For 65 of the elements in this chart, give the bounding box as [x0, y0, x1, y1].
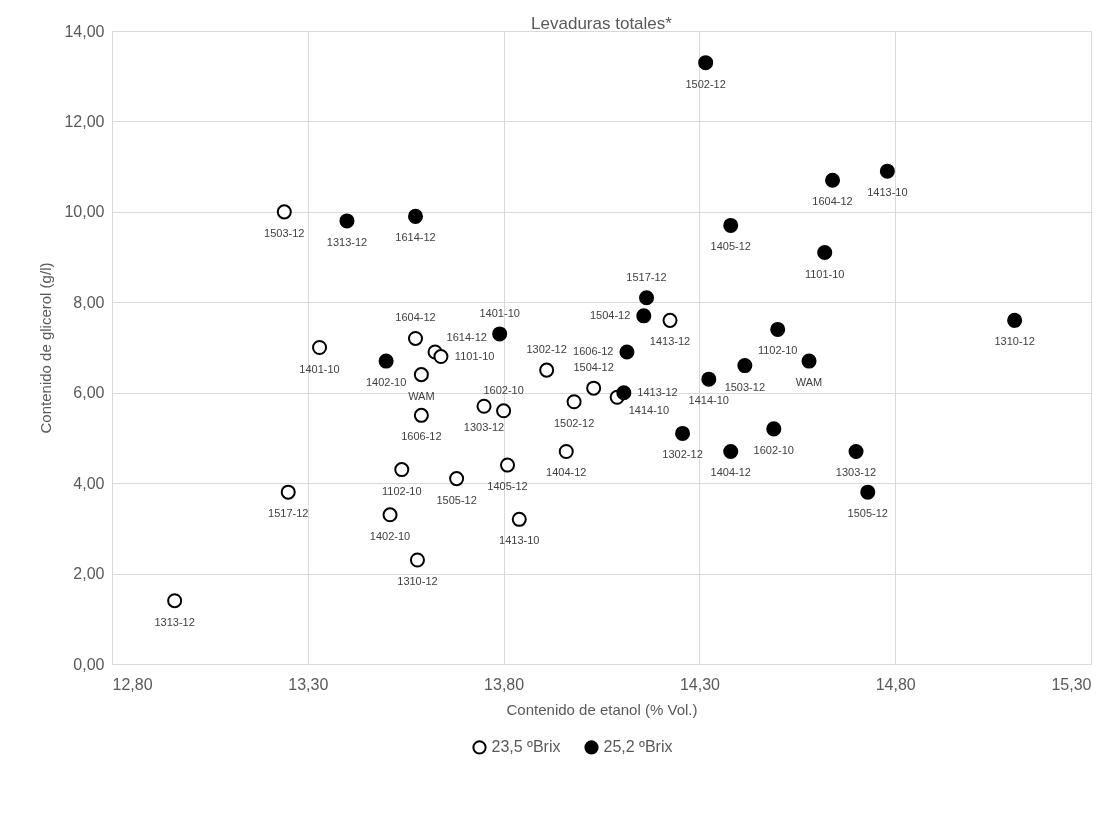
x-tick-label: 13,80	[484, 675, 525, 693]
data-label: 1402-10	[369, 529, 411, 542]
data-label: 1413-10	[499, 534, 540, 547]
x-axis-title: Contenido de etanol (% Vol.)	[506, 700, 698, 718]
y-tick-label: 4,00	[73, 474, 105, 492]
x-tick-label: 14,80	[875, 675, 916, 693]
data-label: 1414-10	[628, 404, 670, 417]
legend-label: 25,2 ºBrix	[603, 738, 673, 756]
data-label: 1502-12	[553, 416, 595, 429]
data-label: 1504-12	[573, 361, 614, 374]
data-label: 1310-12	[397, 575, 438, 588]
data-label: 1405-12	[710, 240, 751, 253]
data-label: 1517-12	[268, 507, 309, 520]
x-tick-label: 15,30	[1051, 675, 1092, 693]
data-label: 1405-12	[487, 480, 528, 493]
data-label: WAM	[408, 389, 435, 402]
data-label: 1413-12	[649, 335, 691, 348]
data-label: 1604-12	[812, 195, 853, 208]
data-label: 1602-10	[753, 443, 794, 456]
y-tick-label: 6,00	[73, 384, 105, 402]
y-tick-label: 2,00	[73, 565, 105, 583]
data-label: 1614-12	[446, 331, 487, 344]
data-label: 1504-12	[589, 308, 631, 321]
data-label: 1101-10	[454, 349, 495, 362]
data-label: 1505-12	[847, 507, 888, 520]
data-label: 1503-12	[264, 226, 305, 239]
y-tick-label: 14,00	[64, 22, 105, 40]
data-label: 1310-12	[994, 335, 1035, 348]
data-label: 1401-10	[299, 362, 340, 375]
x-tick-label: 12,80	[112, 675, 153, 693]
data-label: 1101-10	[804, 267, 845, 280]
y-tick-label: 0,00	[73, 655, 105, 673]
y-tick-label: 10,00	[64, 203, 105, 221]
data-label: 1606-12	[401, 430, 442, 443]
data-label: 1606-12	[573, 345, 614, 358]
data-label: WAM	[795, 376, 823, 389]
data-label: 1404-12	[546, 466, 587, 479]
x-tick-label: 14,30	[679, 675, 721, 693]
y-tick-label: 12,00	[64, 112, 105, 130]
data-label: 1517-12	[626, 270, 667, 283]
chart-title: Levaduras totales*	[531, 14, 673, 33]
legend-label: 23,5 ºBrix	[491, 738, 561, 756]
data-label: 1413-10	[867, 186, 908, 199]
data-label: 1302-12	[526, 343, 567, 356]
y-tick-label: 8,00	[73, 293, 105, 311]
data-label: 1503-12	[724, 380, 766, 393]
y-axis-title: Contenido de glicerol (g/l)	[37, 262, 55, 434]
data-label: 1413-12	[637, 385, 678, 398]
data-label: 1313-12	[154, 615, 195, 628]
data-label: 1402-10	[365, 376, 407, 389]
data-label: 1102-10	[382, 484, 422, 497]
data-label: 1502-12	[685, 77, 726, 90]
data-label: 1414-10	[688, 394, 729, 407]
data-label: 1602-10	[483, 383, 524, 396]
data-label: 1303-12	[835, 466, 877, 479]
data-label: 1505-12	[436, 493, 477, 506]
data-label: 1604-12	[395, 311, 436, 324]
data-label: 1614-12	[395, 231, 436, 244]
data-label: 1302-12	[662, 448, 703, 461]
data-label: 1401-10	[479, 306, 520, 319]
x-tick-label: 13,30	[288, 675, 329, 693]
data-label: 1303-12	[463, 421, 505, 434]
data-label: 1102-10	[757, 344, 798, 357]
data-label: 1313-12	[326, 235, 368, 248]
data-label: 1404-12	[710, 466, 751, 479]
